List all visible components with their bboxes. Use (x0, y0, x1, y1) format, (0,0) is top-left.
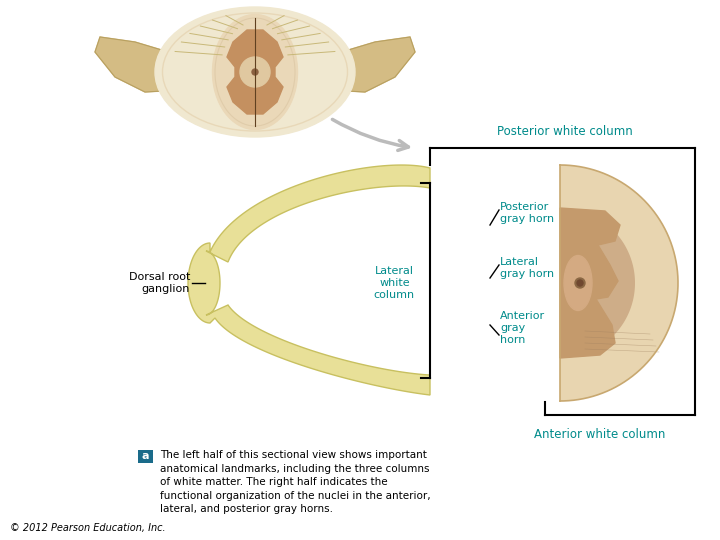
Text: Anterior white column: Anterior white column (534, 428, 666, 441)
Text: Dorsal root
ganglion: Dorsal root ganglion (129, 272, 190, 294)
Polygon shape (560, 165, 678, 401)
Text: The left half of this sectional view shows important
anatomical landmarks, inclu: The left half of this sectional view sho… (160, 450, 431, 515)
Circle shape (252, 69, 258, 75)
Circle shape (577, 280, 583, 286)
Polygon shape (310, 37, 415, 92)
Text: Posterior
gray horn: Posterior gray horn (500, 202, 554, 224)
Text: Anterior
gray
horn: Anterior gray horn (500, 312, 545, 345)
Ellipse shape (240, 57, 270, 87)
Text: © 2012 Pearson Education, Inc.: © 2012 Pearson Education, Inc. (10, 523, 166, 533)
Polygon shape (560, 208, 620, 358)
Text: a: a (142, 451, 149, 461)
Polygon shape (95, 37, 200, 92)
Ellipse shape (564, 255, 592, 310)
Polygon shape (560, 208, 635, 358)
Polygon shape (188, 165, 430, 395)
Text: Lateral
gray horn: Lateral gray horn (500, 257, 554, 279)
FancyBboxPatch shape (138, 450, 153, 463)
Ellipse shape (212, 15, 297, 130)
Text: Lateral
white
column: Lateral white column (374, 266, 415, 300)
Circle shape (575, 278, 585, 288)
Polygon shape (227, 30, 283, 114)
Ellipse shape (155, 7, 355, 137)
Text: Posterior white column: Posterior white column (497, 125, 633, 138)
